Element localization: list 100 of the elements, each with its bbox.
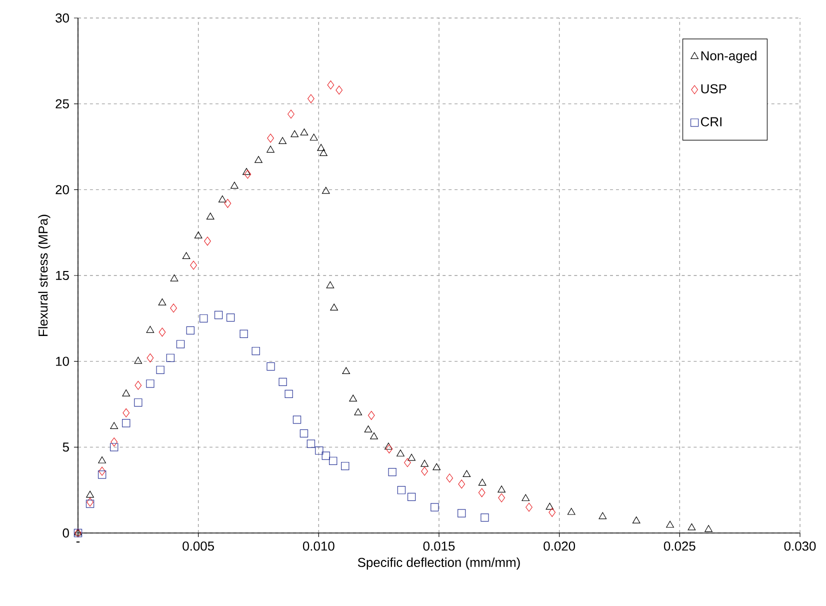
point	[170, 274, 178, 282]
point	[86, 490, 94, 498]
point	[567, 508, 576, 515]
x-tick-label: 0.005	[182, 542, 214, 551]
point	[315, 446, 324, 455]
point	[329, 456, 338, 465]
point	[200, 314, 208, 322]
x-axis-title: Specific deflection (mm/mm)	[358, 558, 520, 570]
point	[458, 509, 466, 518]
point	[384, 442, 392, 450]
point	[134, 398, 142, 407]
x-tick-label: 0.010	[302, 542, 334, 551]
point	[290, 130, 299, 138]
legend-label: CRI	[700, 117, 722, 126]
point	[146, 353, 154, 362]
point	[462, 470, 471, 478]
point	[432, 463, 441, 470]
x-tick-label: 0.020	[544, 542, 576, 551]
point	[336, 86, 343, 95]
point	[292, 416, 302, 424]
legend-label: USP	[701, 84, 726, 94]
point	[386, 444, 393, 454]
point	[446, 474, 454, 483]
point	[548, 508, 556, 517]
point	[526, 502, 532, 512]
point	[322, 186, 330, 194]
point	[368, 410, 375, 420]
point	[320, 149, 328, 156]
point	[354, 408, 362, 416]
point	[122, 419, 130, 428]
point	[322, 452, 330, 460]
point	[278, 378, 287, 386]
x-tick-label: -	[76, 542, 80, 543]
point	[190, 260, 197, 270]
point	[288, 110, 294, 119]
point	[170, 304, 177, 313]
x-tick-label: 0.030	[784, 542, 816, 551]
point	[407, 492, 416, 502]
point	[397, 486, 406, 494]
point	[110, 443, 118, 452]
point	[704, 525, 712, 532]
point	[498, 493, 506, 502]
point	[632, 516, 640, 524]
point	[546, 502, 554, 510]
point	[204, 236, 211, 246]
point	[176, 340, 185, 348]
point	[666, 520, 674, 528]
point	[134, 380, 142, 390]
point	[266, 146, 274, 153]
point	[498, 486, 506, 492]
point	[420, 460, 428, 467]
point	[370, 432, 378, 440]
point	[326, 281, 334, 288]
point	[122, 389, 130, 396]
point	[388, 468, 396, 476]
point	[308, 94, 314, 104]
point	[342, 367, 350, 374]
point	[330, 304, 338, 311]
point	[300, 429, 308, 438]
point	[522, 494, 530, 502]
point	[244, 170, 252, 179]
point	[214, 310, 223, 320]
point	[349, 394, 358, 402]
point	[267, 134, 274, 143]
point	[252, 346, 260, 356]
point	[478, 488, 486, 498]
y-tick-label: 10	[56, 356, 69, 366]
point	[242, 168, 250, 175]
point	[230, 182, 238, 189]
y-tick-label: 5	[62, 442, 69, 452]
point	[218, 195, 226, 202]
y-tick-label: 15	[56, 270, 69, 280]
point	[310, 134, 318, 141]
point	[182, 252, 190, 260]
point	[254, 156, 262, 163]
point	[146, 326, 154, 333]
point	[478, 478, 486, 486]
y-tick-label: 20	[56, 185, 69, 194]
legend-label: Non-aged	[701, 50, 756, 63]
point	[158, 328, 166, 337]
point	[240, 330, 248, 338]
point	[166, 354, 175, 362]
point	[430, 503, 439, 512]
point	[404, 458, 411, 468]
point	[110, 422, 118, 429]
point	[98, 466, 106, 476]
y-tick-label: 0	[62, 528, 69, 538]
point	[158, 298, 166, 306]
point	[226, 313, 235, 322]
point	[122, 408, 130, 418]
point	[206, 212, 214, 220]
point	[327, 80, 334, 90]
point	[396, 450, 404, 456]
point	[408, 454, 416, 461]
point	[341, 462, 350, 470]
y-tick-label: 25	[56, 99, 69, 108]
point	[598, 512, 607, 520]
point	[480, 513, 489, 522]
point	[284, 390, 293, 398]
point	[317, 144, 325, 151]
